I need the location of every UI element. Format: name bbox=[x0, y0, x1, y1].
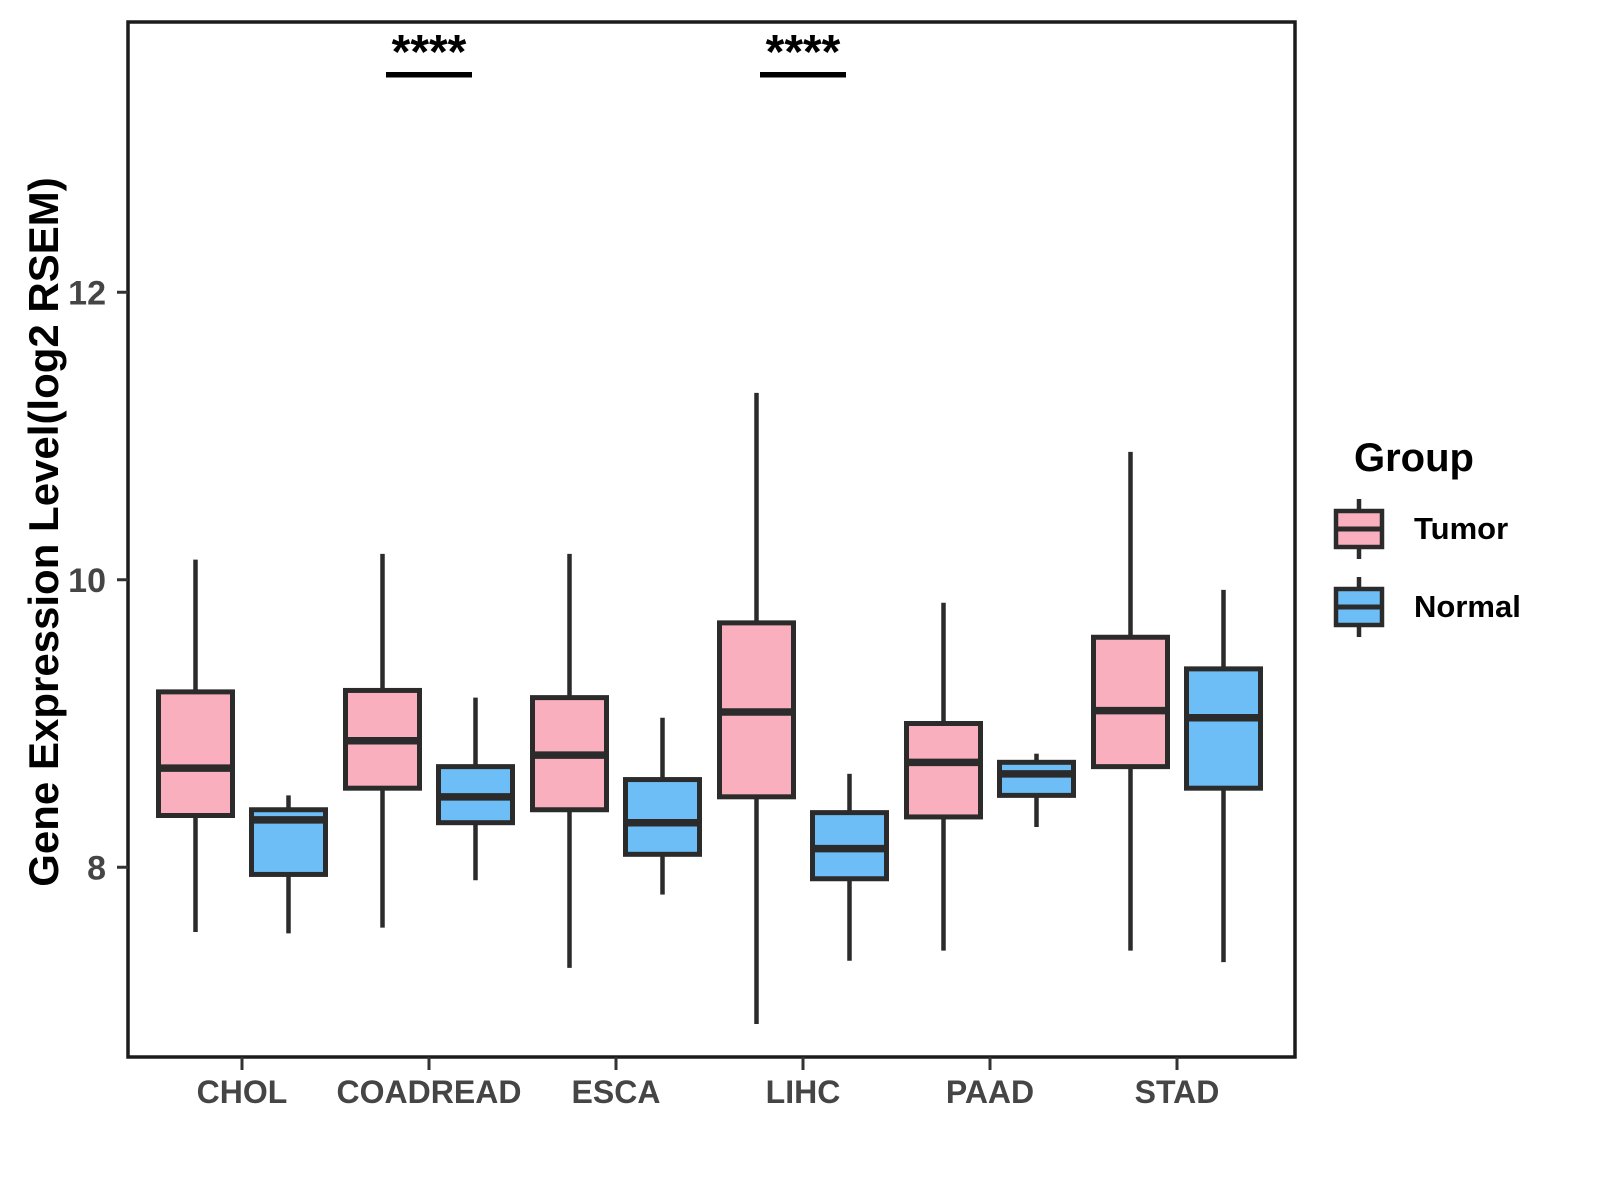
boxes-layer bbox=[156, 392, 1263, 1024]
boxplot-tumor-esca bbox=[530, 553, 609, 968]
y-tick-label: 12 bbox=[68, 274, 106, 312]
x-tick-label: CHOL bbox=[197, 1074, 288, 1110]
x-tick-label: COADREAD bbox=[337, 1074, 522, 1110]
boxplot-tumor-coadread bbox=[343, 553, 422, 928]
boxplot-normal-lihc bbox=[810, 773, 889, 961]
iqr-box bbox=[1184, 666, 1263, 791]
boxplot-tumor-stad bbox=[1091, 451, 1170, 951]
legend-item-normal: Normal bbox=[1330, 575, 1521, 639]
significance-stars-coadread: **** bbox=[392, 26, 467, 79]
legend: Group Tumor Normal bbox=[1330, 436, 1521, 653]
legend-label-normal: Normal bbox=[1414, 589, 1521, 624]
boxplot-tumor-paad bbox=[904, 602, 983, 951]
boxplot-normal-chol bbox=[249, 795, 328, 934]
significance-stars-lihc: **** bbox=[766, 26, 841, 79]
y-tick-label: 8 bbox=[87, 849, 106, 887]
iqr-box bbox=[623, 777, 702, 857]
boxplot-normal-coadread bbox=[436, 697, 515, 881]
axes-layer: 8 10 12 CHOL COADREAD ESCA LIHC PAAD STAD bbox=[68, 274, 1219, 1110]
iqr-box bbox=[904, 721, 983, 820]
y-tick-label: 10 bbox=[68, 562, 106, 600]
boxplot-tumor-chol bbox=[156, 559, 235, 932]
x-tick-label: PAAD bbox=[946, 1074, 1034, 1110]
boxplot-normal-esca bbox=[623, 717, 702, 895]
normal-boxplot-icon bbox=[1333, 577, 1385, 637]
boxplot-normal-stad bbox=[1184, 589, 1263, 963]
legend-label-tumor: Tumor bbox=[1414, 511, 1509, 546]
boxplot-normal-paad bbox=[997, 753, 1076, 827]
plot-panel-border bbox=[126, 20, 1297, 1059]
tumor-boxplot-icon bbox=[1333, 499, 1385, 559]
iqr-box bbox=[1091, 634, 1170, 770]
x-tick-label: STAD bbox=[1135, 1074, 1220, 1110]
iqr-box bbox=[156, 689, 235, 818]
legend-title: Group bbox=[1354, 436, 1474, 480]
boxplot-tumor-lihc bbox=[717, 392, 796, 1024]
legend-item-tumor: Tumor bbox=[1330, 497, 1521, 561]
x-tick-label: ESCA bbox=[572, 1074, 661, 1110]
x-tick-label: LIHC bbox=[766, 1074, 841, 1110]
significance-layer: **** **** bbox=[386, 26, 846, 79]
panel-layer bbox=[126, 20, 1297, 1059]
iqr-box bbox=[997, 759, 1076, 798]
significance-bar-lihc bbox=[760, 72, 846, 78]
significance-bar-coadread bbox=[386, 72, 472, 78]
